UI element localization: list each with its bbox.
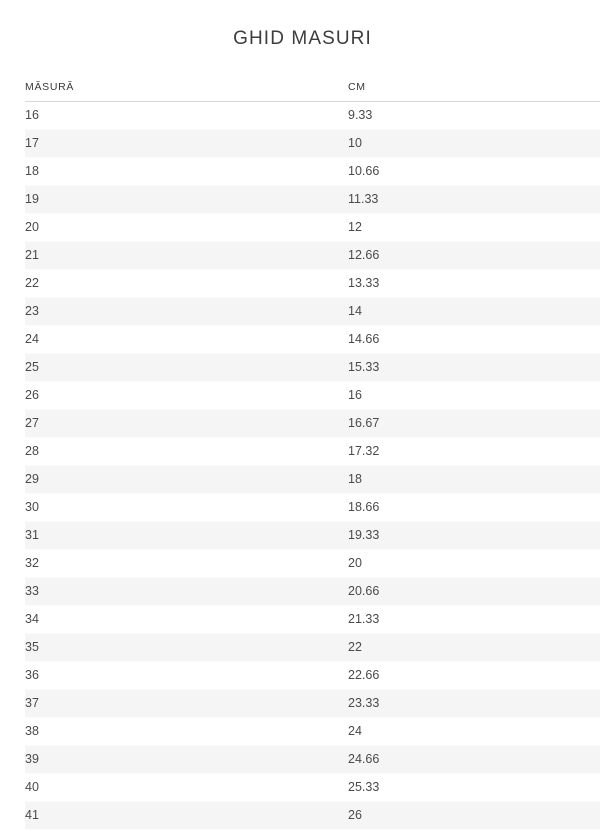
table-row: 24 14.66 bbox=[25, 325, 600, 354]
cell-cm: 22.66 bbox=[348, 661, 600, 690]
cell-masura: 27 bbox=[25, 409, 348, 438]
table-row: 32 20 bbox=[25, 549, 600, 578]
cell-cm: 16 bbox=[348, 381, 600, 410]
cell-cm: 10.66 bbox=[348, 157, 600, 186]
table-row: 16 9.33 bbox=[25, 101, 600, 130]
table-row: 37 23.33 bbox=[25, 689, 600, 718]
cell-cm: 25.33 bbox=[348, 773, 600, 802]
table-body: 16 9.33 17 10 18 10.66 19 11.33 20 12 21 12.66 22 13.… bbox=[25, 101, 600, 830]
cell-cm: 10 bbox=[348, 129, 600, 158]
cell-masura: 40 bbox=[25, 773, 348, 802]
table-row: 22 13.33 bbox=[25, 269, 600, 298]
table-row: 30 18.66 bbox=[25, 493, 600, 522]
cell-masura: 39 bbox=[25, 745, 348, 774]
table-row: 31 19.33 bbox=[25, 521, 600, 550]
table-row: 33 20.66 bbox=[25, 577, 600, 606]
cell-masura: 30 bbox=[25, 493, 348, 522]
table-row: 19 11.33 bbox=[25, 185, 600, 214]
table-row: 26 16 bbox=[25, 381, 600, 410]
cell-masura: 38 bbox=[25, 717, 348, 746]
cell-cm: 20.66 bbox=[348, 577, 600, 606]
cell-cm: 21.33 bbox=[348, 605, 600, 634]
cell-masura: 34 bbox=[25, 605, 348, 634]
cell-masura: 29 bbox=[25, 465, 348, 494]
cell-cm: 26 bbox=[348, 801, 600, 830]
cell-masura: 31 bbox=[25, 521, 348, 550]
table-row: 35 22 bbox=[25, 633, 600, 662]
cell-cm: 13.33 bbox=[348, 269, 600, 298]
table-row: 17 10 bbox=[25, 129, 600, 158]
page-title: GHID MASURI bbox=[233, 28, 372, 49]
cell-masura: 25 bbox=[25, 353, 348, 382]
cell-masura: 32 bbox=[25, 549, 348, 578]
table-row: 38 24 bbox=[25, 717, 600, 746]
table-row: 29 18 bbox=[25, 465, 600, 494]
table-row: 36 22.66 bbox=[25, 661, 600, 690]
table-row: 23 14 bbox=[25, 297, 600, 326]
cell-cm: 16.67 bbox=[348, 409, 600, 438]
cell-cm: 22 bbox=[348, 633, 600, 662]
table-row: 21 12.66 bbox=[25, 241, 600, 270]
cell-cm: 15.33 bbox=[348, 353, 600, 382]
table-row: 20 12 bbox=[25, 213, 600, 242]
cell-cm: 17.32 bbox=[348, 437, 600, 466]
cell-masura: 24 bbox=[25, 325, 348, 354]
cell-masura: 23 bbox=[25, 297, 348, 326]
cell-masura: 18 bbox=[25, 157, 348, 186]
cell-cm: 9.33 bbox=[348, 101, 600, 130]
cell-masura: 41 bbox=[25, 801, 348, 830]
cell-cm: 19.33 bbox=[348, 521, 600, 550]
cell-masura: 20 bbox=[25, 213, 348, 242]
table-header-row: MĂSURĂ CM bbox=[25, 81, 600, 102]
cell-masura: 26 bbox=[25, 381, 348, 410]
table-row: 25 15.33 bbox=[25, 353, 600, 382]
cell-masura: 19 bbox=[25, 185, 348, 214]
cell-masura: 17 bbox=[25, 129, 348, 158]
table-header: MĂSURĂ CM bbox=[25, 81, 600, 102]
cell-cm: 11.33 bbox=[348, 185, 600, 214]
cell-masura: 37 bbox=[25, 689, 348, 718]
table-row: 28 17.32 bbox=[25, 437, 600, 466]
cell-masura: 33 bbox=[25, 577, 348, 606]
cell-masura: 35 bbox=[25, 633, 348, 662]
cell-cm: 12.66 bbox=[348, 241, 600, 270]
cell-cm: 18.66 bbox=[348, 493, 600, 522]
cell-masura: 21 bbox=[25, 241, 348, 270]
column-header-masura: MĂSURĂ bbox=[25, 81, 348, 102]
table-row: 34 21.33 bbox=[25, 605, 600, 634]
column-header-cm: CM bbox=[348, 81, 600, 102]
cell-cm: 20 bbox=[348, 549, 600, 578]
cell-masura: 28 bbox=[25, 437, 348, 466]
cell-cm: 23.33 bbox=[348, 689, 600, 718]
size-guide-table: MĂSURĂ CM 16 9.33 17 10 18 10.66 19 11.33 20 12 21… bbox=[25, 81, 600, 830]
cell-masura: 22 bbox=[25, 269, 348, 298]
table-row: 39 24.66 bbox=[25, 745, 600, 774]
size-table-container: MĂSURĂ CM 16 9.33 17 10 18 10.66 19 11.33 20 12 21… bbox=[0, 81, 605, 830]
table-row: 40 25.33 bbox=[25, 773, 600, 802]
cell-masura: 36 bbox=[25, 661, 348, 690]
table-row: 27 16.67 bbox=[25, 409, 600, 438]
cell-cm: 12 bbox=[348, 213, 600, 242]
table-row: 18 10.66 bbox=[25, 157, 600, 186]
cell-cm: 18 bbox=[348, 465, 600, 494]
cell-masura: 16 bbox=[25, 101, 348, 130]
cell-cm: 24.66 bbox=[348, 745, 600, 774]
cell-cm: 14.66 bbox=[348, 325, 600, 354]
table-row: 41 26 bbox=[25, 801, 600, 830]
cell-cm: 14 bbox=[348, 297, 600, 326]
cell-cm: 24 bbox=[348, 717, 600, 746]
